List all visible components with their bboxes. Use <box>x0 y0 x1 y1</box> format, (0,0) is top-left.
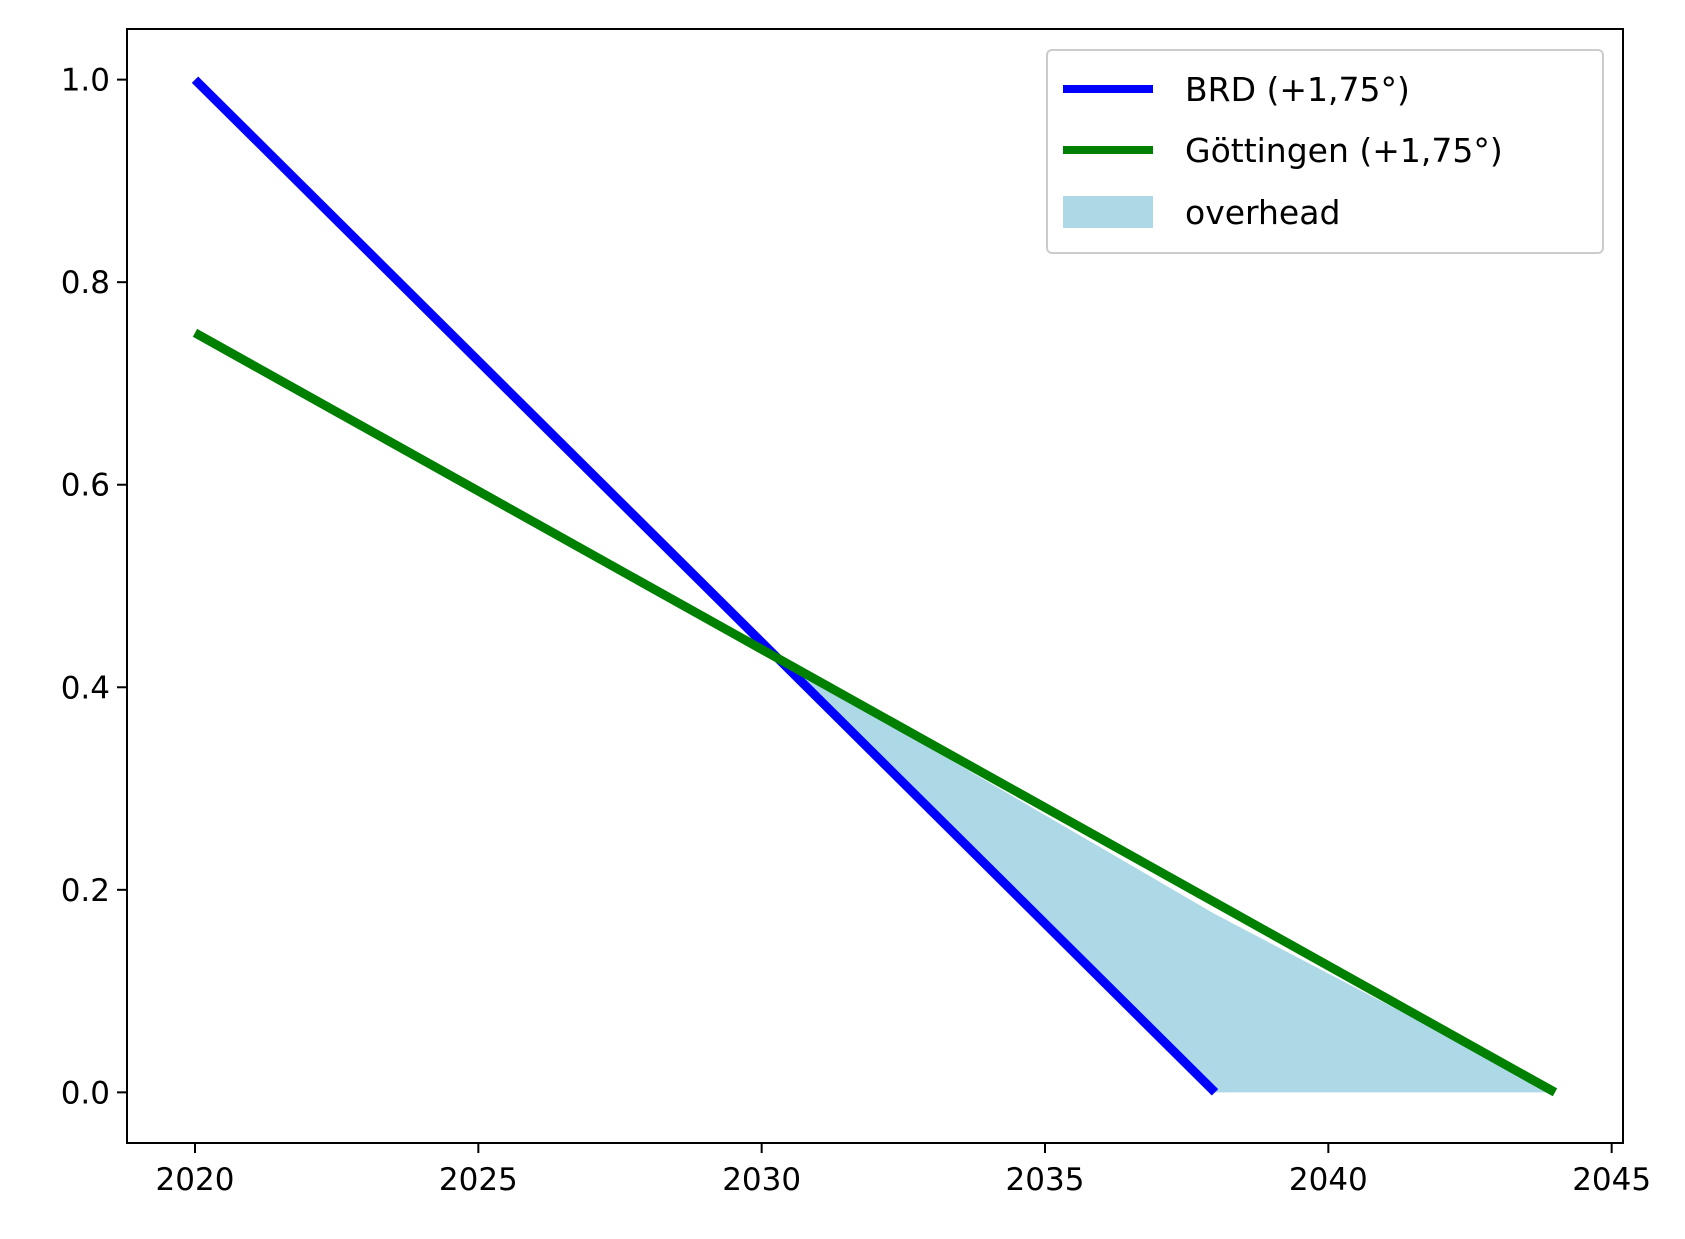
x-tick-label: 2020 <box>156 1162 235 1198</box>
legend-label-goettingen: Göttingen (+1,75°) <box>1185 131 1503 170</box>
series-lines-layer <box>191 76 1558 1097</box>
y-tick-label: 0.2 <box>61 873 110 909</box>
series-line-0 <box>191 76 1219 1096</box>
x-tick-label: 2045 <box>1572 1162 1651 1198</box>
legend-label-overhead: overhead <box>1185 193 1340 232</box>
legend-swatch-overhead <box>1063 196 1153 228</box>
series-line-1 <box>192 328 1558 1097</box>
x-tick-label: 2030 <box>722 1162 801 1198</box>
y-axis-ticks: 0.0 0.2 0.4 0.6 0.8 1.0 <box>61 63 127 1111</box>
y-tick-label: 0.8 <box>61 265 110 301</box>
y-tick-label: 0.0 <box>61 1075 110 1111</box>
overhead-fill-layer <box>780 660 1555 1093</box>
legend-box <box>1046 49 1604 254</box>
x-tick-label: 2040 <box>1289 1162 1368 1198</box>
legend-label-brd: BRD (+1,75°) <box>1185 70 1410 109</box>
overhead-area <box>780 660 1555 1093</box>
x-tick-label: 2035 <box>1006 1162 1085 1198</box>
y-tick-label: 1.0 <box>61 63 110 99</box>
y-tick-label: 0.4 <box>61 670 110 706</box>
axes-frame <box>126 28 1624 1144</box>
legend: BRD (+1,75°) Göttingen (+1,75°) overhead <box>1046 49 1604 254</box>
x-axis-ticks: 2020 2025 2030 2035 2040 2045 <box>156 1143 1651 1198</box>
x-tick-label: 2025 <box>439 1162 518 1198</box>
y-tick-label: 0.6 <box>61 468 110 504</box>
